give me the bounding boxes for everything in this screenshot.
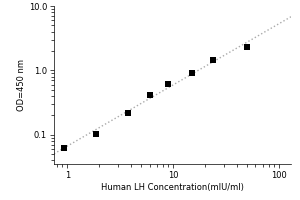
Point: [211, 58, 216, 62]
Point: [189, 71, 194, 74]
Y-axis label: OD=450 nm: OD=450 nm: [17, 59, 26, 111]
Point: [147, 93, 152, 96]
Point: [126, 111, 130, 114]
Point: [62, 146, 67, 149]
Point: [94, 132, 98, 135]
Point: [166, 83, 171, 86]
X-axis label: Human LH Concentration(mIU/ml): Human LH Concentration(mIU/ml): [101, 183, 244, 192]
Point: [245, 45, 250, 49]
